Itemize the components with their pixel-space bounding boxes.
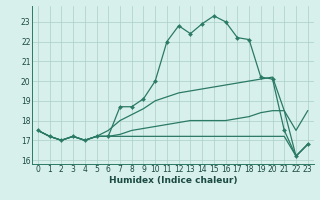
X-axis label: Humidex (Indice chaleur): Humidex (Indice chaleur) — [108, 176, 237, 185]
